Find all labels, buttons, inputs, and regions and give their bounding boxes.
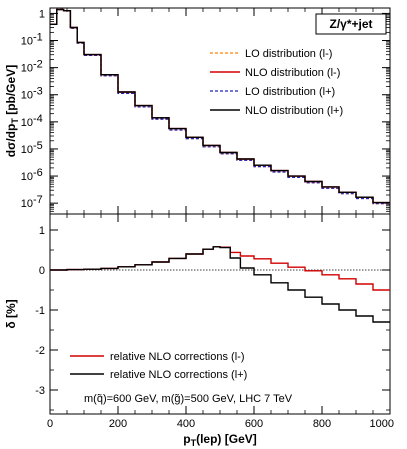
- top-y-tick-exponent: -4: [33, 113, 43, 125]
- bottom-y-tick-label: -1: [35, 305, 45, 317]
- top-y-tick-label: 10: [21, 171, 33, 183]
- top-y-tick-exponent: -3: [33, 86, 43, 98]
- top-y-tick-label: 10: [21, 144, 33, 156]
- legend-label-lo-lplus: LO distribution (l+): [245, 86, 335, 98]
- top-y-title-sub: T: [10, 118, 20, 124]
- process-label: Z/γ*+jet: [329, 17, 372, 31]
- bottom-y-tick-label: 0: [39, 265, 45, 277]
- bottom-y-axis-title: δ [%]: [4, 299, 18, 328]
- bottom-axis-ticks: 1 0 -1 -2 -3 0 200 400 600 800 1000: [35, 214, 394, 430]
- legend-label-rel-lminus: relative NLO corrections (l-): [110, 351, 244, 363]
- x-title-main: p: [183, 432, 190, 446]
- top-axis-ticks: 110-110-210-310-410-510-610-7: [21, 8, 391, 215]
- legend-label-rel-lplus: relative NLO corrections (l+): [110, 369, 247, 381]
- bottom-panel-frame: [49, 213, 391, 415]
- top-y-tick-exponent: -5: [33, 140, 43, 152]
- x-tick-label: 1000: [370, 418, 394, 430]
- series-rel-nlo-lplus: [50, 246, 390, 323]
- bottom-y-tick-label: -2: [35, 345, 45, 357]
- top-y-tick-label: 10: [21, 90, 33, 102]
- top-y-tick-exponent: -6: [33, 167, 43, 179]
- top-y-tick-label: 10: [21, 63, 33, 75]
- bottom-legend: relative NLO corrections (l-) relative N…: [70, 351, 247, 381]
- top-y-tick-exponent: -7: [33, 194, 43, 206]
- series-nlo-lplus: [50, 8, 390, 204]
- top-legend: LO distribution (l-) NLO distribution (l…: [210, 48, 343, 117]
- bottom-y-tick-label: -3: [35, 385, 45, 397]
- x-title-sub: T: [191, 438, 197, 448]
- x-axis-title: pT(lep) [GeV]: [183, 432, 257, 448]
- top-y-tick-label: 10: [21, 36, 33, 48]
- top-y-tick-exponent: -2: [33, 59, 43, 71]
- top-y-tick-label: 10: [21, 198, 33, 210]
- mass-note: m(q̃)=600 GeV, m(g̃)=500 GeV, LHC 7 TeV: [84, 393, 293, 405]
- x-tick-label: 200: [109, 418, 127, 430]
- top-y-tick-exponent: -1: [33, 32, 43, 44]
- top-series-group: [50, 8, 390, 205]
- x-tick-label: 400: [177, 418, 195, 430]
- top-y-tick-label: 10: [21, 117, 33, 129]
- legend-label-nlo-lminus: NLO distribution (l-): [245, 67, 340, 79]
- legend-label-lo-lminus: LO distribution (l-): [245, 48, 332, 60]
- x-title-unit: (lep) [GeV]: [196, 432, 257, 446]
- top-y-title-unit: [pb/GeV]: [4, 65, 18, 118]
- x-tick-label: 0: [47, 418, 53, 430]
- bottom-y-tick-label: 1: [39, 225, 45, 237]
- bottom-series-group: [50, 246, 390, 323]
- x-tick-label: 800: [313, 418, 331, 430]
- top-y-title-main: dσ/dp: [4, 124, 18, 158]
- legend-label-nlo-lplus: NLO distribution (l+): [245, 105, 343, 117]
- top-y-tick-label: 1: [39, 8, 45, 20]
- x-tick-label: 600: [245, 418, 263, 430]
- process-label-box: [315, 13, 387, 35]
- top-y-axis-title: dσ/dpT [pb/GeV]: [4, 65, 20, 157]
